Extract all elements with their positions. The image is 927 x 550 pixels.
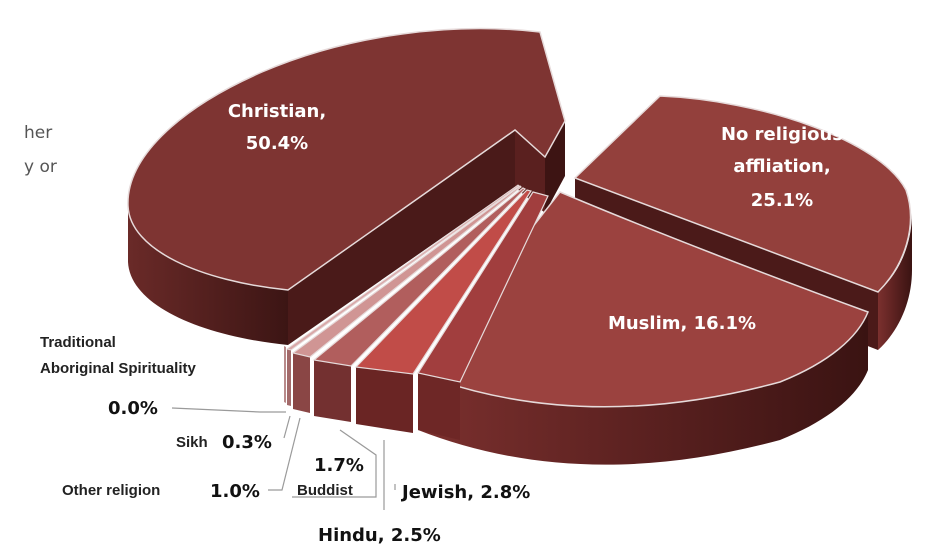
slice-christian-wall-3	[545, 121, 565, 213]
label-traditional-value: 0.0%	[108, 398, 158, 419]
label-hindu: Hindu, 2.5%	[318, 525, 441, 546]
label-no-religious-value: 25.1%	[751, 190, 813, 211]
label-christian-name: Christian,	[228, 101, 326, 122]
label-jewish: Jewish, 2.8%	[400, 482, 530, 503]
label-other-religion-value: 1.0%	[210, 481, 260, 502]
slice-hindu	[354, 189, 532, 433]
slice-sikh-side	[287, 349, 291, 406]
slice-christian-side	[128, 206, 288, 345]
label-sikh-name: Sikh	[176, 434, 208, 451]
label-traditional-line-1: Traditional	[40, 334, 116, 351]
label-no-religious-line-2: affliation,	[733, 156, 830, 177]
leader-other-religion	[268, 417, 301, 491]
leader-buddist	[292, 429, 377, 498]
slice-no-religious-top	[573, 95, 912, 293]
side-text-line-2: y or	[24, 157, 57, 177]
leader-sikh	[283, 415, 291, 439]
slice-christian-top	[127, 27, 566, 291]
slice-hindu-side	[356, 367, 413, 433]
slice-no-religious-side	[878, 213, 912, 350]
label-buddist-name: Buddist	[297, 482, 353, 499]
slice-sikh	[285, 184, 520, 406]
label-no-religious-line-1: No religious	[721, 124, 843, 145]
slice-muslim	[416, 191, 869, 465]
label-buddist-value: 1.7%	[314, 455, 364, 476]
leader-traditional	[171, 407, 286, 413]
slice-traditional-side	[284, 346, 286, 403]
slice-christian-inner-wall	[288, 130, 515, 345]
slice-christian	[127, 27, 566, 345]
slice-jewish-top	[417, 191, 549, 383]
slice-traditional	[284, 346, 286, 403]
slice-other-religion-top	[291, 185, 522, 358]
label-traditional-line-2: Aboriginal Spirituality	[40, 360, 197, 377]
label-christian-value: 50.4%	[246, 133, 308, 154]
label-muslim: Muslim, 16.1%	[608, 313, 756, 334]
label-other-religion-name: Other religion	[62, 482, 160, 499]
slice-other-religion-side	[293, 353, 310, 413]
slice-hindu-top	[354, 189, 532, 375]
slice-other-religion	[291, 185, 522, 413]
slice-buddist-top	[312, 187, 527, 367]
slice-jewish	[417, 191, 549, 440]
slice-jewish-side	[418, 373, 460, 440]
slice-sikh-top	[285, 184, 520, 351]
slice-buddist-side	[314, 360, 351, 422]
slice-muslim-top	[416, 191, 869, 408]
side-text-line-1: her	[24, 123, 52, 143]
slice-muslim-side	[418, 312, 868, 465]
label-sikh-value: 0.3%	[222, 432, 272, 453]
slice-buddist	[312, 187, 527, 422]
